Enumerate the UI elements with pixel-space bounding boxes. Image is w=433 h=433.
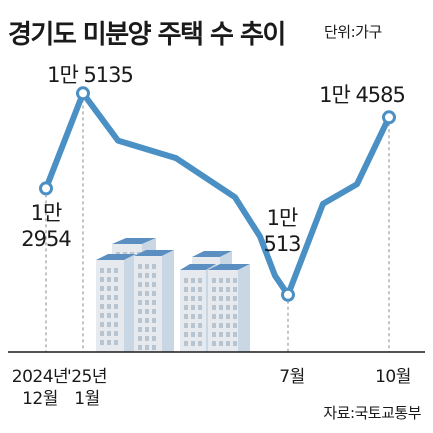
data-label: 1만: [267, 206, 298, 230]
chart-title: 경기도 미분양 주택 수 추이: [8, 20, 286, 50]
building-illustration: [96, 238, 250, 352]
data-point-marker: [76, 86, 90, 101]
data-label: 1만 5135: [47, 63, 133, 87]
x-tick-label: '25년: [67, 367, 107, 387]
building-3: [134, 250, 174, 352]
x-tick-label: 12월: [22, 389, 58, 409]
building-6: [208, 264, 250, 352]
data-point-marker: [382, 110, 396, 125]
data-point-marker: [39, 181, 53, 196]
data-label: 1만 4585: [319, 83, 405, 107]
x-tick-label: 2024년: [12, 367, 68, 387]
markers: [39, 86, 396, 302]
series-polyline: [43, 90, 392, 298]
unit-label: 단위:가구: [324, 23, 382, 41]
x-tick-label: 7월: [279, 367, 304, 387]
series-line: [43, 90, 392, 298]
guide-lines: [45, 99, 390, 352]
x-tick-label: 10월: [375, 367, 411, 387]
x-tick-label: 1월: [74, 389, 99, 409]
data-label: 513: [263, 232, 300, 256]
source-label: 자료:국토교통부: [323, 404, 421, 422]
data-point-marker: [281, 287, 295, 302]
data-label: 1만: [31, 201, 62, 225]
data-label: 2954: [21, 227, 71, 251]
building-2: [96, 254, 136, 352]
